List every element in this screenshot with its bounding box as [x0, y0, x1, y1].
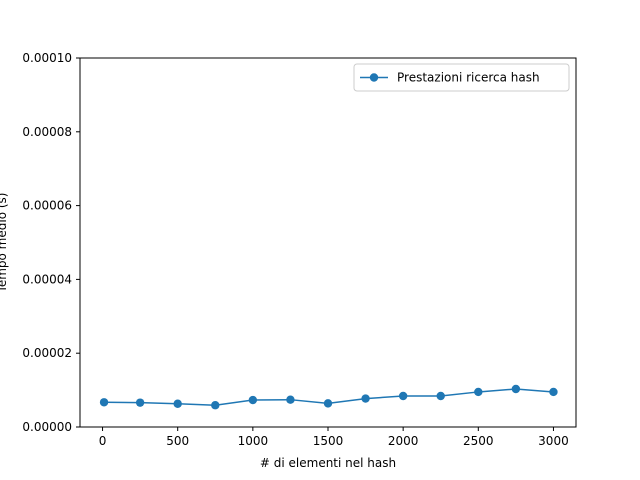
x-axis-label: # di elementi nel hash	[260, 456, 396, 470]
x-tick-label: 3000	[538, 434, 569, 448]
x-tick-label: 1000	[238, 434, 269, 448]
data-point	[99, 398, 109, 407]
data-point	[549, 387, 558, 397]
y-tick-label: 0.00002	[22, 346, 72, 360]
axes-frame	[79, 57, 577, 428]
y-tick-label: 0.00008	[22, 125, 72, 139]
legend: Prestazioni ricerca hash	[353, 63, 570, 92]
x-axis: 0 500 1000 1500 2000 2500 3000	[99, 427, 569, 448]
data-point	[323, 399, 333, 408]
y-tick-label: 0.00006	[22, 199, 72, 213]
legend-label: Prestazioni ricerca hash	[397, 71, 540, 85]
y-tick-label: 0.00000	[22, 420, 72, 434]
y-tick-label: 0.00004	[22, 272, 72, 286]
data-point	[286, 395, 295, 404]
x-tick-label: 0	[99, 434, 107, 448]
x-tick-label: 500	[166, 434, 189, 448]
data-layer	[99, 384, 558, 410]
legend-marker	[369, 73, 379, 82]
data-point	[398, 391, 408, 401]
legend-box	[353, 63, 570, 92]
data-point	[361, 394, 370, 403]
data-point	[474, 387, 483, 397]
y-tick-label: 0.00010	[22, 51, 72, 65]
data-point	[511, 384, 521, 394]
data-point	[248, 395, 258, 405]
x-tick-label: 2500	[463, 434, 494, 448]
x-tick-label: 1500	[313, 434, 344, 448]
y-axis: 0.00000 0.00002 0.00004 0.00006 0.00008 0.000…	[22, 51, 80, 434]
data-point	[211, 401, 220, 410]
data-point	[436, 391, 445, 401]
y-axis-label: Tempo medio (s)	[0, 193, 9, 294]
plot-area	[79, 57, 577, 428]
x-tick-label: 2000	[388, 434, 419, 448]
data-point	[173, 399, 182, 408]
data-point	[135, 398, 145, 407]
